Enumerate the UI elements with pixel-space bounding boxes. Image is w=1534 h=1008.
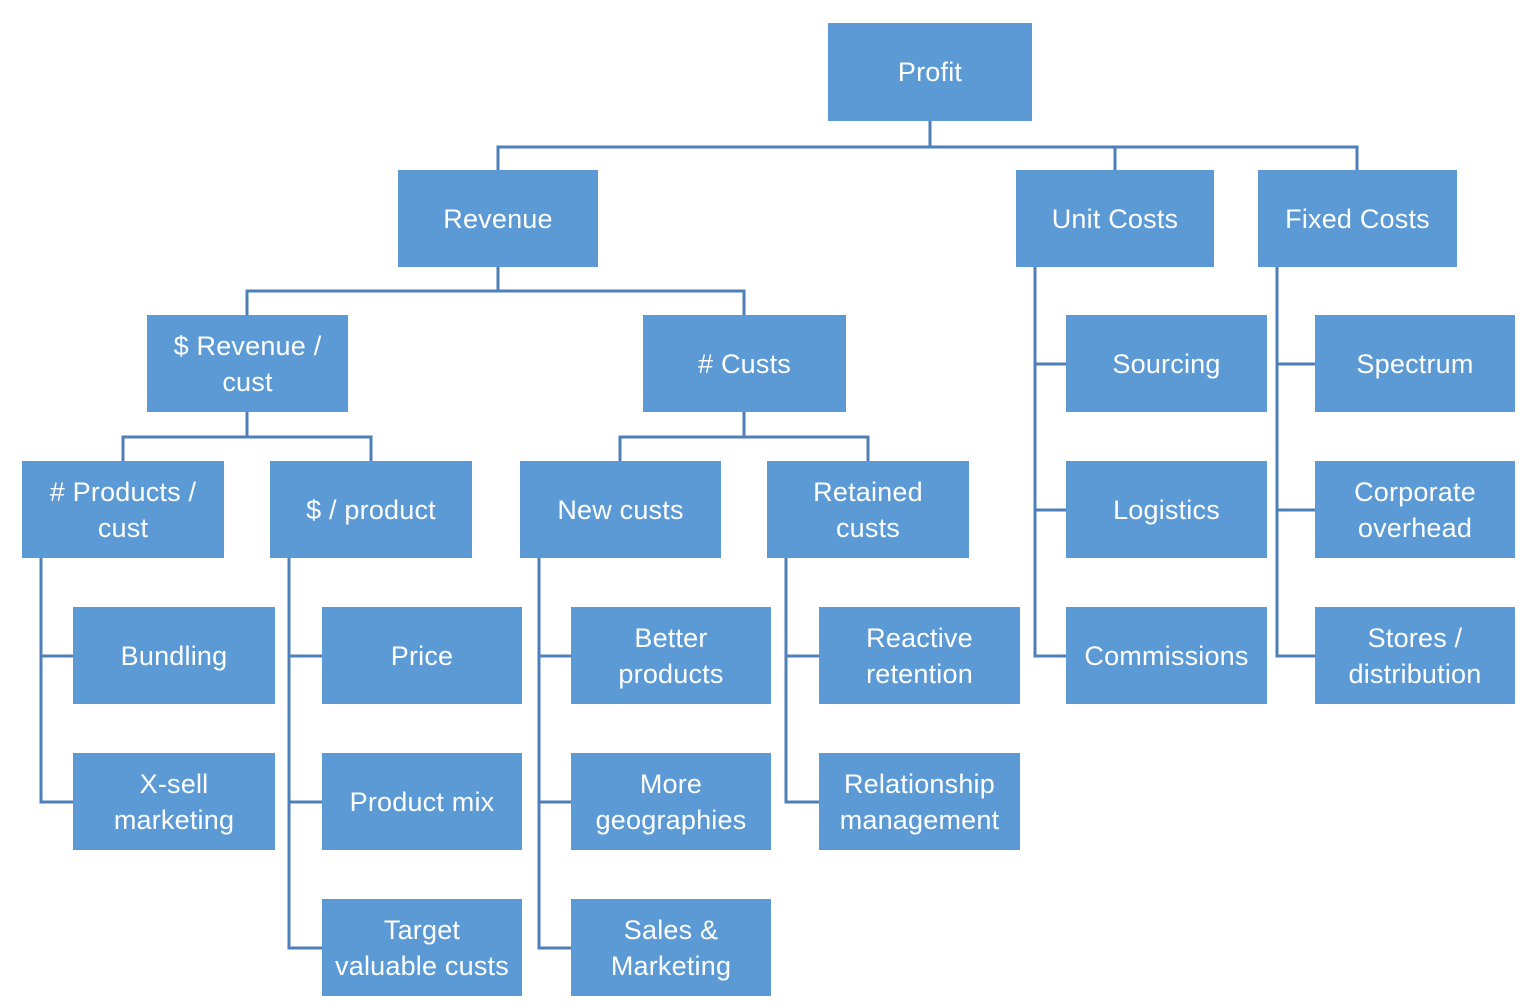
node-unit-costs: Unit Costs [1016, 170, 1214, 267]
node-revenue-per-cust: $ Revenue / cust [147, 315, 348, 412]
node-price: Price [322, 607, 522, 704]
node-better-products: Better products [571, 607, 771, 704]
node-bundling: Bundling [73, 607, 275, 704]
node-sourcing: Sourcing [1066, 315, 1267, 412]
node-xsell-marketing: X-sell marketing [73, 753, 275, 850]
node-profit: Profit [828, 23, 1032, 121]
connector-new-custs-children [537, 558, 573, 950]
node-target-valuable-custs: Target valuable custs [322, 899, 522, 996]
node-fixed-costs: Fixed Costs [1258, 170, 1457, 267]
node-commissions: Commissions [1066, 607, 1267, 704]
connector-unit-costs-children [1033, 267, 1068, 658]
node-reactive-retention: Reactive retention [819, 607, 1020, 704]
node-products-per-cust: # Products / cust [22, 461, 224, 558]
node-dollar-per-product: $ / product [270, 461, 472, 558]
node-logistics: Logistics [1066, 461, 1267, 558]
connector-num-custs-children [618, 412, 870, 461]
connector-products-per-cust-children [39, 558, 75, 804]
node-sales-marketing: Sales & Marketing [571, 899, 771, 996]
node-num-custs: # Custs [643, 315, 846, 412]
node-spectrum: Spectrum [1315, 315, 1515, 412]
node-corporate-overhead: Corporate overhead [1315, 461, 1515, 558]
node-more-geographies: More geographies [571, 753, 771, 850]
node-stores-distribution: Stores / distribution [1315, 607, 1515, 704]
node-product-mix: Product mix [322, 753, 522, 850]
node-revenue: Revenue [398, 170, 598, 267]
node-retained-custs: Retained custs [767, 461, 969, 558]
node-relationship-management: Relationship management [819, 753, 1020, 850]
connector-fixed-costs-children [1275, 267, 1317, 658]
connector-revenue-per-cust-children [121, 412, 373, 461]
connector-revenue-children [245, 267, 746, 315]
connector-dollar-per-product-children [287, 558, 324, 950]
node-new-custs: New custs [520, 461, 721, 558]
connector-retained-custs-children [784, 558, 821, 804]
connector-profit-children [496, 121, 1359, 170]
